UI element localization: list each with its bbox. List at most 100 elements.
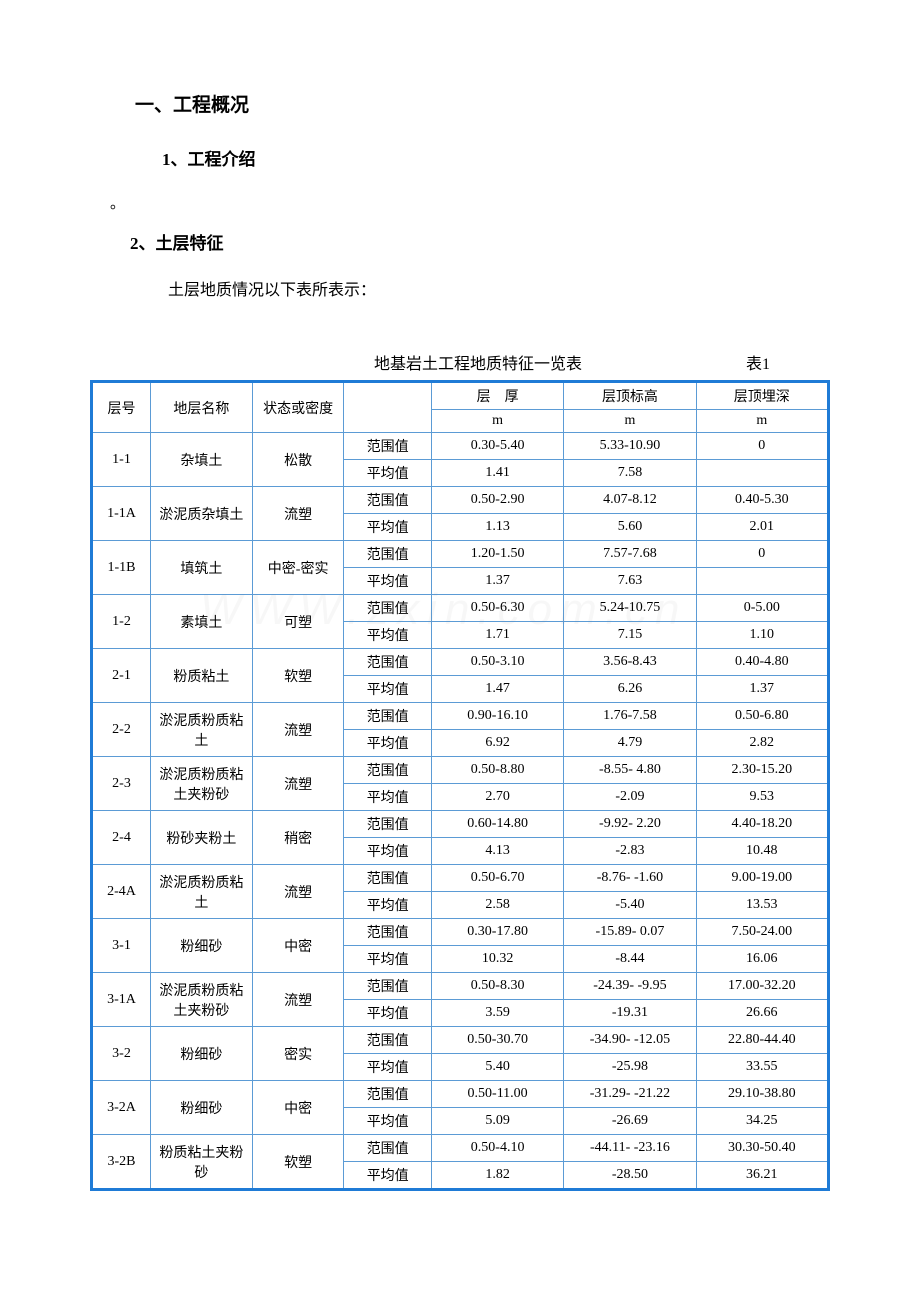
cell-range-label: 范围值 — [344, 919, 432, 946]
cell-avg-label: 平均值 — [344, 676, 432, 703]
cell-range-label: 范围值 — [344, 595, 432, 622]
cell-avg-value: 3.59 — [431, 1000, 563, 1027]
table-row: 1-1B填筑土中密-密实范围值1.20-1.507.57-7.680 — [92, 541, 829, 568]
th-state: 状态或密度 — [252, 382, 344, 433]
cell-avg-value: -25.98 — [564, 1054, 696, 1081]
table-number: 表1 — [746, 350, 830, 374]
cell-avg-value: -2.09 — [564, 784, 696, 811]
cell-state: 可塑 — [252, 595, 344, 649]
cell-avg-value: 26.66 — [696, 1000, 828, 1027]
cell-range-value: 0.50-4.10 — [431, 1135, 563, 1162]
cell-range-label: 范围值 — [344, 1135, 432, 1162]
cell-range-value: 30.30-50.40 — [696, 1135, 828, 1162]
cell-layer-no: 3-1 — [92, 919, 151, 973]
cell-state: 软塑 — [252, 649, 344, 703]
cell-avg-value — [696, 568, 828, 595]
table-row: 2-4粉砂夹粉土稍密范围值0.60-14.80-9.92- 2.204.40-1… — [92, 811, 829, 838]
cell-range-value: -8.55- 4.80 — [564, 757, 696, 784]
empty-paragraph-dot: 。 — [110, 192, 830, 213]
cell-avg-label: 平均值 — [344, 1000, 432, 1027]
cell-range-label: 范围值 — [344, 1081, 432, 1108]
cell-avg-value: 10.48 — [696, 838, 828, 865]
cell-avg-value: 34.25 — [696, 1108, 828, 1135]
cell-avg-label: 平均值 — [344, 730, 432, 757]
th-top-elev: 层顶标高 — [564, 382, 696, 410]
table-caption-row: 地基岩土工程地质特征一览表 表1 — [90, 350, 830, 374]
cell-layer-no: 2-2 — [92, 703, 151, 757]
cell-state: 松散 — [252, 433, 344, 487]
cell-range-value: 0.60-14.80 — [431, 811, 563, 838]
cell-avg-value: 2.01 — [696, 514, 828, 541]
table-row: 3-2A粉细砂中密范围值0.50-11.00-31.29- -21.2229.1… — [92, 1081, 829, 1108]
cell-avg-value: 7.15 — [564, 622, 696, 649]
cell-avg-label: 平均值 — [344, 946, 432, 973]
cell-range-value: 0.50-2.90 — [431, 487, 563, 514]
cell-layer-no: 1-2 — [92, 595, 151, 649]
cell-avg-value: 7.63 — [564, 568, 696, 595]
cell-avg-value: 13.53 — [696, 892, 828, 919]
cell-range-value: 3.56-8.43 — [564, 649, 696, 676]
cell-range-label: 范围值 — [344, 757, 432, 784]
cell-range-value: 4.40-18.20 — [696, 811, 828, 838]
table-row: 1-1A淤泥质杂填土流塑范围值0.50-2.904.07-8.120.40-5.… — [92, 487, 829, 514]
table-head: 层号 地层名称 状态或密度 层 厚 层顶标高 层顶埋深 m m m — [92, 382, 829, 433]
cell-range-value: 0.50-11.00 — [431, 1081, 563, 1108]
cell-range-label: 范围值 — [344, 649, 432, 676]
cell-avg-value: 1.41 — [431, 460, 563, 487]
cell-avg-value: 4.79 — [564, 730, 696, 757]
cell-range-value: 0 — [696, 433, 828, 460]
cell-range-label: 范围值 — [344, 703, 432, 730]
cell-range-value: -8.76- -1.60 — [564, 865, 696, 892]
cell-avg-value: 2.58 — [431, 892, 563, 919]
cell-layer-name: 淤泥质粉质粘土 — [151, 865, 253, 919]
cell-range-value: 22.80-44.40 — [696, 1027, 828, 1054]
cell-range-value: 7.57-7.68 — [564, 541, 696, 568]
cell-range-label: 范围值 — [344, 865, 432, 892]
cell-range-value: 0.50-6.30 — [431, 595, 563, 622]
th-unit-2: m — [564, 410, 696, 433]
cell-range-value: 9.00-19.00 — [696, 865, 828, 892]
cell-state: 中密 — [252, 919, 344, 973]
cell-range-value: 0.50-8.80 — [431, 757, 563, 784]
table-row: 3-2粉细砂密实范围值0.50-30.70-34.90- -12.0522.80… — [92, 1027, 829, 1054]
th-blank — [344, 382, 432, 433]
cell-range-value: 2.30-15.20 — [696, 757, 828, 784]
cell-avg-value: 5.60 — [564, 514, 696, 541]
cell-range-value: -15.89- 0.07 — [564, 919, 696, 946]
th-layer-name: 地层名称 — [151, 382, 253, 433]
cell-state: 流塑 — [252, 703, 344, 757]
cell-avg-value: 36.21 — [696, 1162, 828, 1190]
cell-range-value: 29.10-38.80 — [696, 1081, 828, 1108]
table-row: 2-2淤泥质粉质粘土流塑范围值0.90-16.101.76-7.580.50-6… — [92, 703, 829, 730]
cell-range-value: 0 — [696, 541, 828, 568]
subsection-heading-2: 2、土层特征 — [130, 229, 830, 254]
cell-avg-value: 1.82 — [431, 1162, 563, 1190]
cell-range-value: 0.40-5.30 — [696, 487, 828, 514]
table-body: 1-1杂填土松散范围值0.30-5.405.33-10.900平均值1.417.… — [92, 433, 829, 1190]
cell-avg-value: -19.31 — [564, 1000, 696, 1027]
cell-state: 流塑 — [252, 757, 344, 811]
cell-range-value: 1.76-7.58 — [564, 703, 696, 730]
cell-layer-name: 粉砂夹粉土 — [151, 811, 253, 865]
cell-avg-value: 1.13 — [431, 514, 563, 541]
cell-avg-value: 7.58 — [564, 460, 696, 487]
cell-range-value: -9.92- 2.20 — [564, 811, 696, 838]
cell-range-value: 1.20-1.50 — [431, 541, 563, 568]
cell-avg-label: 平均值 — [344, 1162, 432, 1190]
cell-state: 软塑 — [252, 1135, 344, 1190]
cell-layer-name: 粉细砂 — [151, 919, 253, 973]
cell-avg-value: 6.26 — [564, 676, 696, 703]
cell-layer-name: 填筑土 — [151, 541, 253, 595]
cell-range-label: 范围值 — [344, 1027, 432, 1054]
cell-avg-label: 平均值 — [344, 514, 432, 541]
cell-layer-no: 3-1A — [92, 973, 151, 1027]
th-unit-3: m — [696, 410, 828, 433]
cell-range-value: 7.50-24.00 — [696, 919, 828, 946]
cell-avg-value: 1.10 — [696, 622, 828, 649]
table-row: 1-1杂填土松散范围值0.30-5.405.33-10.900 — [92, 433, 829, 460]
cell-avg-label: 平均值 — [344, 1108, 432, 1135]
cell-avg-value: 5.09 — [431, 1108, 563, 1135]
cell-state: 流塑 — [252, 487, 344, 541]
cell-layer-no: 1-1B — [92, 541, 151, 595]
table-title: 地基岩土工程地质特征一览表 — [90, 350, 746, 374]
